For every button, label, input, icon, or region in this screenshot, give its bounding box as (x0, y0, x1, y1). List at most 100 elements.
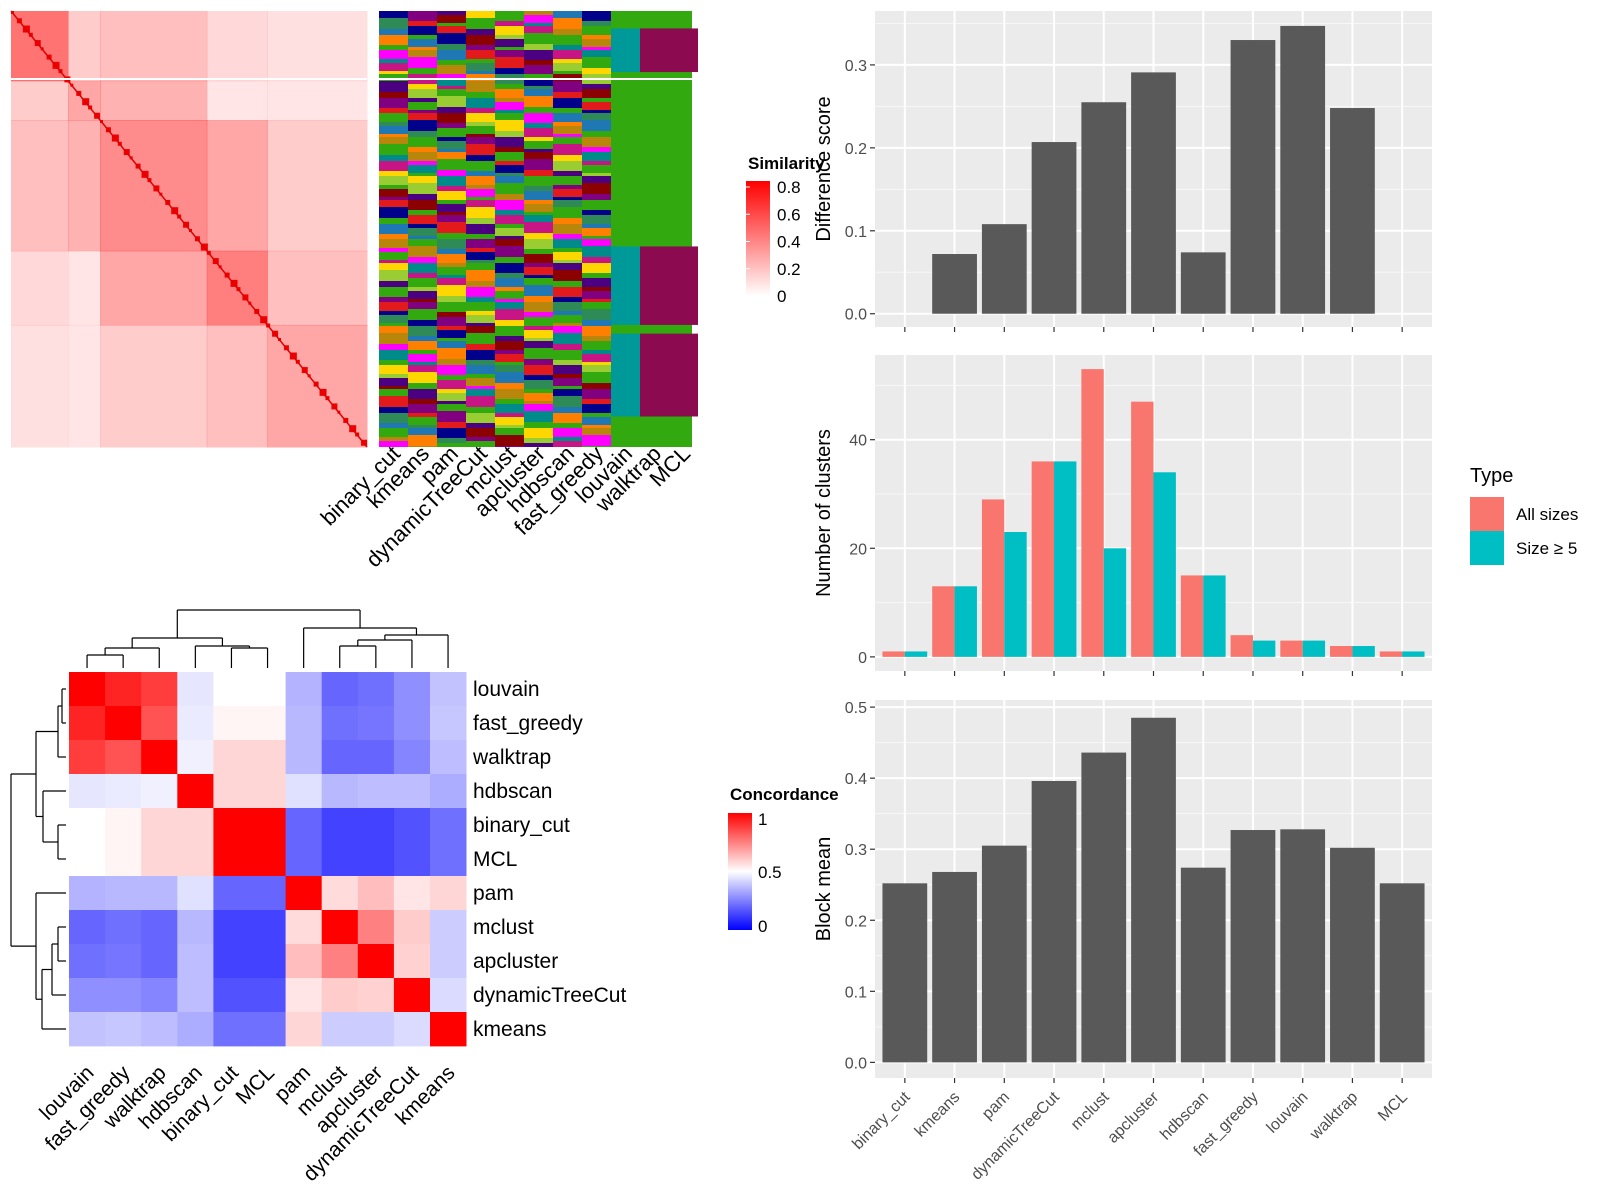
concordance-cell (105, 740, 142, 775)
concordance-cell (105, 978, 142, 1013)
annotation-cell (379, 35, 408, 45)
bar (1230, 830, 1276, 1063)
annotation-cell (582, 228, 611, 236)
annotation-cell (495, 389, 524, 399)
annotation-cell (553, 263, 582, 270)
annotation-cell (408, 354, 437, 362)
annotation-cell (553, 197, 582, 200)
annotation-cell (466, 189, 495, 197)
annotation-column-labels: binary_cutkmeanspamdynamicTreeCutmclusta… (316, 441, 695, 572)
concordance-cell (213, 842, 250, 877)
annotation-cell (553, 437, 582, 441)
concordance-cell (141, 842, 178, 877)
y-tick-label: 0.2 (845, 913, 867, 930)
annotation-cell (379, 71, 408, 74)
annotation-cell (553, 18, 582, 29)
concordance-cell (177, 808, 214, 843)
annotation-cell (553, 144, 582, 155)
annotation-cell (379, 161, 408, 171)
bar (1081, 102, 1127, 314)
annotation-cell (437, 170, 466, 176)
bar-size-5 (1153, 472, 1176, 657)
annotation-cell (379, 297, 408, 302)
concordance-cell (321, 910, 359, 945)
annotation-cell (408, 446, 437, 447)
annotation-cell (437, 74, 466, 78)
y-axis-label: Block mean (813, 837, 835, 942)
annotation-cell (524, 330, 553, 338)
annotation-cell (379, 386, 408, 389)
concordance-color-bar (728, 813, 752, 930)
concordance-cell (105, 944, 142, 979)
concordance-cell (393, 978, 431, 1013)
annotation-cell (553, 63, 582, 71)
annotation-cell (524, 296, 553, 302)
annotation-cell (524, 191, 553, 200)
annotation-cell (495, 26, 524, 35)
annotation-cell (582, 365, 611, 372)
annotation-cell (408, 435, 437, 446)
concordance-cell (321, 842, 359, 877)
annotation-cell (379, 441, 408, 447)
concordance-cell (105, 808, 142, 843)
annotation-cell (553, 134, 582, 137)
similarity-block (206, 80, 268, 121)
top-dendrogram (86, 609, 449, 668)
annotation-cell (379, 396, 408, 407)
annotation-cell (524, 170, 553, 176)
annotation-block (611, 333, 640, 417)
annotation-cell (466, 423, 495, 428)
annotation-cell (408, 326, 437, 336)
annotation-cell (408, 113, 437, 120)
annotation-cell (437, 137, 466, 141)
annotation-cell (408, 57, 437, 68)
annotation-cell (466, 171, 495, 176)
concordance-cell (141, 808, 178, 843)
bar-size-5 (1402, 651, 1425, 657)
bar-size-5 (1352, 646, 1375, 657)
concordance-cell (393, 740, 431, 775)
concordance-cell (249, 672, 286, 707)
annotation-cell (437, 65, 466, 74)
annotation-cell (553, 441, 582, 447)
annotation-cell (408, 89, 437, 98)
annotation-cell (495, 354, 524, 362)
concordance-cell (105, 876, 142, 911)
annotation-cell (495, 35, 524, 39)
concordance-cell (430, 740, 467, 775)
annotation-cell (524, 215, 553, 222)
concordance-cell (177, 876, 214, 911)
annotation-cell (582, 152, 611, 161)
annotation-cell (466, 428, 495, 437)
annotation-cell (553, 155, 582, 161)
bar-all-sizes (932, 586, 955, 657)
concordance-legend-ticks: 10.50 (758, 810, 782, 936)
annotation-cell (379, 200, 408, 207)
annotation-cell (524, 78, 553, 86)
annotation-cell (408, 147, 437, 152)
y-tick-label: 0 (858, 650, 867, 667)
annotation-cell (437, 78, 466, 86)
annotation-cell (495, 131, 524, 137)
annotation-cell (582, 224, 611, 228)
concordance-cell (430, 1012, 467, 1047)
concordance-cell (177, 944, 214, 979)
annotation-cell (437, 285, 466, 296)
annotation-cell (524, 89, 553, 96)
annotation-cell (582, 320, 611, 326)
annotation-cell (524, 23, 553, 26)
concordance-cell (69, 740, 106, 775)
bar-all-sizes (1330, 646, 1353, 657)
annotation-cell (524, 263, 553, 267)
annotation-cell (553, 200, 582, 207)
concordance-cell (105, 910, 142, 945)
annotation-cell (437, 86, 466, 89)
similarity-block (11, 324, 69, 448)
annotation-cell (379, 224, 408, 234)
annotation-cell (408, 161, 437, 165)
concordance-row-label: louvain (473, 678, 540, 701)
annotation-block (640, 333, 669, 417)
similarity-legend-tick: 0 (777, 287, 786, 306)
y-axis-label: Number of clusters (813, 429, 835, 597)
annotation-cell (379, 234, 408, 239)
